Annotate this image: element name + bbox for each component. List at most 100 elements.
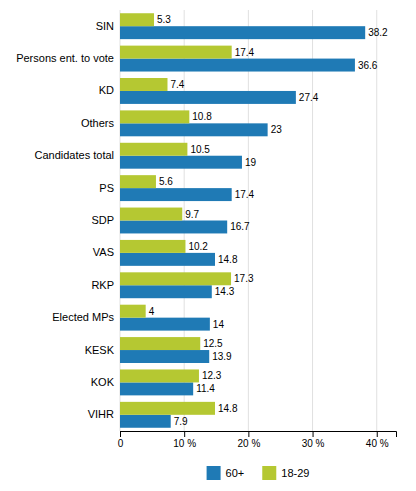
data-label: 10.2 xyxy=(188,241,208,252)
tick-label: SIN xyxy=(96,20,114,32)
tick: 10 % xyxy=(173,431,196,449)
data-label: 7.4 xyxy=(170,79,184,90)
data-label: 38.2 xyxy=(368,27,388,38)
legend-item: 18-29 xyxy=(262,466,309,480)
data-label: 23 xyxy=(271,124,283,135)
data-label: 13.9 xyxy=(212,351,232,362)
bar xyxy=(120,337,200,350)
bar xyxy=(120,402,215,415)
bar xyxy=(120,46,232,59)
tick-label: SDP xyxy=(91,214,114,226)
tick: 30 % xyxy=(302,431,325,449)
data-label: 16.7 xyxy=(230,221,250,232)
legend-label: 60+ xyxy=(226,467,245,479)
bar xyxy=(120,123,268,136)
tick-label: Others xyxy=(81,117,115,129)
bar xyxy=(120,110,189,123)
legend-swatch xyxy=(207,466,221,480)
tick: VIHR xyxy=(88,408,114,420)
bar xyxy=(120,156,242,169)
bar xyxy=(120,350,209,363)
legend-item: 60+ xyxy=(207,466,245,480)
x-axis: 0 10 % 20 % 30 % 40 % xyxy=(118,431,397,449)
tick: 0 xyxy=(118,431,124,449)
data-label: 14.8 xyxy=(218,403,238,414)
legend-swatch xyxy=(262,466,276,480)
chart: 38.236.627.4231917.416.714.814.31413.911… xyxy=(0,0,416,491)
bars xyxy=(120,13,365,428)
grid-line xyxy=(312,10,313,431)
tick-label: 20 % xyxy=(237,438,260,449)
data-label: 7.9 xyxy=(174,416,188,427)
tick-label: KD xyxy=(99,84,114,96)
data-label: 17.4 xyxy=(235,189,255,200)
bar xyxy=(120,253,215,266)
tick: 20 % xyxy=(237,431,260,449)
data-label: 14 xyxy=(213,319,225,330)
axis-line xyxy=(121,432,397,438)
data-label: 10.5 xyxy=(190,144,210,155)
tick: Elected MPs xyxy=(52,311,114,323)
bar xyxy=(120,221,227,234)
bar xyxy=(120,305,146,318)
data-label: 10.8 xyxy=(192,111,212,122)
data-label: 5.3 xyxy=(157,14,171,25)
bar xyxy=(120,318,210,331)
bar xyxy=(120,59,355,72)
tick-label: Candidates total xyxy=(35,149,115,161)
tick: KOK xyxy=(91,376,115,388)
tick-label: KOK xyxy=(91,376,115,388)
tick: KD xyxy=(99,84,114,96)
bar xyxy=(120,272,231,285)
tick-label: PS xyxy=(99,182,114,194)
tick-mark xyxy=(248,431,249,437)
tick: SIN xyxy=(96,20,114,32)
bar xyxy=(120,285,212,298)
tick-mark xyxy=(184,431,185,437)
tick: RKP xyxy=(91,279,114,291)
data-label: 27.4 xyxy=(299,92,319,103)
bar xyxy=(120,382,193,395)
tick-label: VAS xyxy=(93,246,114,258)
data-label: 4 xyxy=(149,306,155,317)
tick: 40 % xyxy=(366,431,389,449)
tick-label: KESK xyxy=(85,344,115,356)
bar xyxy=(120,208,182,221)
data-labels: 38.236.627.4231917.416.714.814.31413.911… xyxy=(149,14,388,427)
tick-label: 0 xyxy=(118,438,124,449)
bar xyxy=(120,91,296,104)
tick-label: 40 % xyxy=(366,438,389,449)
data-label: 14.8 xyxy=(218,254,238,265)
bar xyxy=(120,78,167,91)
data-label: 19 xyxy=(245,157,257,168)
tick: Candidates total xyxy=(35,149,115,161)
tick-label: Persons ent. to vote xyxy=(16,52,114,64)
data-label: 11.4 xyxy=(196,383,215,394)
legend-label: 18-29 xyxy=(281,467,309,479)
bar xyxy=(120,415,171,428)
tick: Persons ent. to vote xyxy=(16,52,114,64)
data-label: 12.3 xyxy=(202,370,222,381)
tick-label: Elected MPs xyxy=(52,311,114,323)
tick-label: 10 % xyxy=(173,438,196,449)
tick: KESK xyxy=(85,344,115,356)
bar xyxy=(120,240,185,253)
data-label: 5.6 xyxy=(159,176,173,187)
data-label: 14.3 xyxy=(215,286,235,297)
plot: 38.236.627.4231917.416.714.814.31413.911… xyxy=(16,10,396,449)
data-label: 9.7 xyxy=(185,209,199,220)
data-label: 17.4 xyxy=(235,47,255,58)
tick: Others xyxy=(81,117,115,129)
tick-mark xyxy=(120,431,121,437)
tick-mark xyxy=(377,431,378,437)
tick: VAS xyxy=(93,246,114,258)
tick-label: VIHR xyxy=(88,408,114,420)
data-label: 12.5 xyxy=(203,338,223,349)
tick: SDP xyxy=(91,214,114,226)
tick: PS xyxy=(99,182,114,194)
bar xyxy=(120,175,156,188)
grid-line xyxy=(376,10,377,431)
legend: 60+ 18-29 xyxy=(207,466,310,480)
tick-label: 30 % xyxy=(302,438,325,449)
grid xyxy=(120,10,377,431)
